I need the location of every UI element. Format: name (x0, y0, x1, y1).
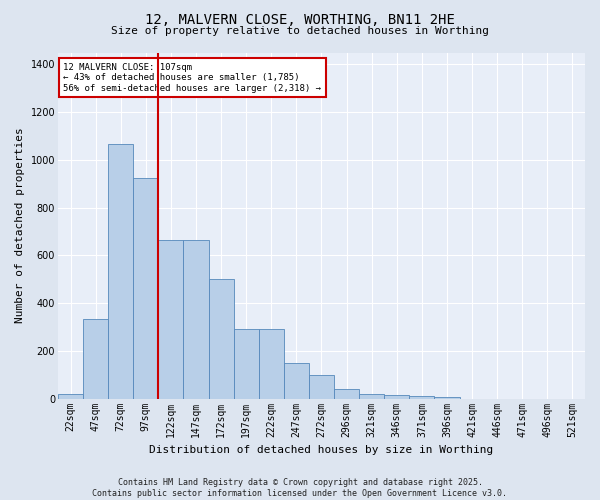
Bar (384, 395, 409, 398)
Bar (158, 240, 184, 398)
Bar (83, 318, 108, 398)
Bar (233, 330, 259, 398)
Bar (359, 394, 384, 398)
Bar (309, 375, 334, 398)
Text: Contains HM Land Registry data © Crown copyright and database right 2025.
Contai: Contains HM Land Registry data © Crown c… (92, 478, 508, 498)
Bar (209, 280, 233, 398)
Bar (184, 240, 209, 398)
Text: Size of property relative to detached houses in Worthing: Size of property relative to detached ho… (111, 26, 489, 36)
Text: 12 MALVERN CLOSE: 107sqm
← 43% of detached houses are smaller (1,785)
56% of sem: 12 MALVERN CLOSE: 107sqm ← 43% of detach… (63, 63, 321, 92)
Text: 12, MALVERN CLOSE, WORTHING, BN11 2HE: 12, MALVERN CLOSE, WORTHING, BN11 2HE (145, 12, 455, 26)
Y-axis label: Number of detached properties: Number of detached properties (15, 128, 25, 324)
Bar (108, 144, 133, 398)
Bar (284, 363, 309, 398)
Bar (409, 396, 434, 398)
Bar (334, 389, 359, 398)
X-axis label: Distribution of detached houses by size in Worthing: Distribution of detached houses by size … (149, 445, 494, 455)
Bar (133, 178, 158, 398)
Bar (58, 394, 83, 398)
Bar (259, 330, 284, 398)
